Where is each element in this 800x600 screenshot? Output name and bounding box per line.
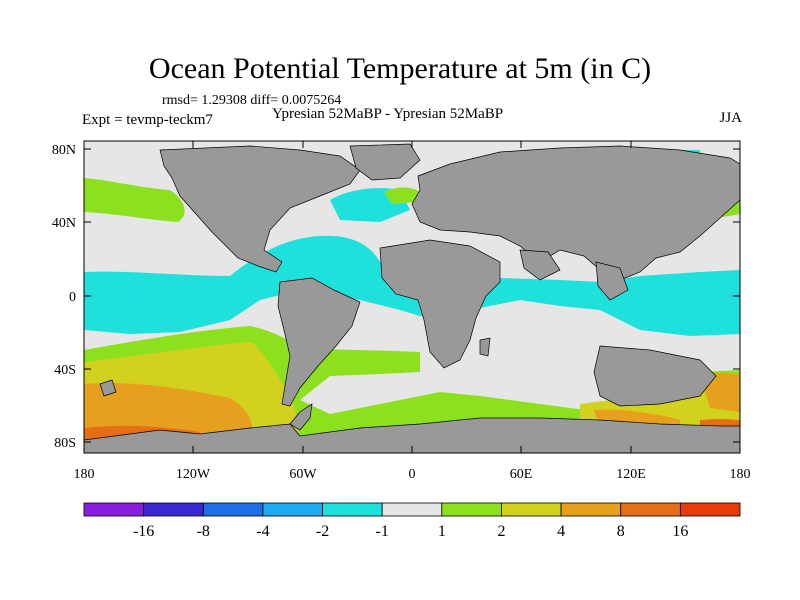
- colorbar-swatch: [560, 502, 622, 517]
- eurasia: [411, 145, 740, 281]
- colorbar-tick-label: 2: [497, 523, 505, 540]
- lat-tick-label: 40S: [54, 363, 76, 378]
- colorbar-swatch: [679, 502, 741, 517]
- colorbar-labels: -16 -8 -4 -2 -1 1 2 4 8 16: [133, 523, 688, 540]
- colorbar-swatch: [143, 502, 204, 517]
- longitude-labels: 180 120W 60W 0 60E 120E 180: [74, 467, 751, 482]
- colorbar-swatch: [262, 502, 323, 517]
- colorbar-swatch: [83, 502, 145, 517]
- colorbar-swatch: [501, 502, 562, 517]
- colorbar-tick-label: 16: [672, 523, 688, 540]
- land-masses: [84, 143, 740, 453]
- latitude-labels: 80N 40N 0 40S 80S: [52, 143, 76, 451]
- map-plot-area: [84, 141, 740, 453]
- colorbar-tick-label: 8: [617, 523, 625, 540]
- colorbar-tick-label: 4: [557, 523, 565, 540]
- lat-tick-label: 80N: [52, 143, 76, 158]
- lon-tick-label: 120W: [176, 467, 211, 482]
- south-america: [277, 277, 361, 407]
- comparison-subtitle: Ypresian 52MaBP - Ypresian 52MaBP: [272, 106, 504, 122]
- colorbar: [83, 502, 741, 517]
- green-north-atlantic: [384, 187, 420, 204]
- lon-tick-label: 120E: [616, 467, 646, 482]
- lat-tick-label: 80S: [54, 436, 76, 451]
- antarctic-peninsula: [289, 403, 313, 431]
- green-north-pacific: [84, 178, 185, 222]
- colorbar-tick-label: -2: [316, 523, 329, 540]
- lat-tick-label: 0: [69, 290, 76, 305]
- madagascar: [479, 337, 491, 357]
- season-label: JJA: [719, 110, 742, 126]
- lon-tick-label: 180: [74, 467, 95, 482]
- pacific-islands: [99, 379, 117, 397]
- lat-tick-label: 40N: [52, 216, 76, 231]
- colorbar-swatch: [381, 502, 443, 517]
- antarctica: [84, 417, 740, 453]
- australia: [593, 345, 717, 407]
- colorbar-tick-label: -8: [197, 523, 210, 540]
- colorbar-swatch: [441, 502, 502, 517]
- colorbar-swatch: [620, 502, 681, 517]
- map-title: Ocean Potential Temperature at 5m (in C): [148, 52, 652, 85]
- colorbar-tick-label: -4: [256, 523, 269, 540]
- rmsd-diff-stats: rmsd= 1.29308 diff= 0.0075264: [162, 93, 342, 108]
- africa: [379, 239, 501, 369]
- lon-tick-label: 60W: [289, 467, 317, 482]
- colorbar-swatch: [202, 502, 264, 517]
- lon-tick-label: 60E: [510, 467, 533, 482]
- arabia: [519, 249, 561, 281]
- lon-tick-label: 0: [409, 467, 416, 482]
- axis-ticks: [83, 141, 741, 453]
- india: [595, 261, 629, 301]
- colorbar-tick-label: -16: [133, 523, 154, 540]
- experiment-label: Expt = tevmp-teckm7: [82, 112, 213, 128]
- colorbar-tick-label: 1: [438, 523, 446, 540]
- colorbar-swatch: [322, 502, 383, 517]
- greenland: [349, 143, 421, 181]
- lon-tick-label: 180: [730, 467, 751, 482]
- colorbar-tick-label: -1: [376, 523, 389, 540]
- north-america: [159, 145, 361, 273]
